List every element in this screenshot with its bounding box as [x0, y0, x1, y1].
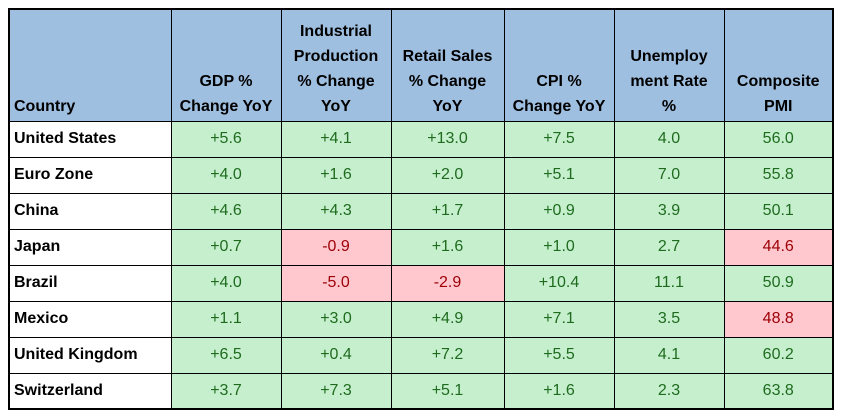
country-cell: Switzerland: [8, 372, 172, 410]
table-row: Switzerland +3.7 +7.3 +5.1 +1.6 2.3 63.8: [8, 372, 834, 410]
table-row: Brazil +4.0 -5.0 -2.9 +10.4 11.1 50.9: [8, 264, 834, 302]
header-composite-pmi: Composite PMI: [723, 8, 834, 122]
value-cell: 2.3: [613, 372, 725, 410]
country-cell: Euro Zone: [8, 156, 172, 194]
value-cell: +6.5: [170, 336, 282, 374]
value-cell: +4.0: [170, 264, 282, 302]
value-cell: +4.3: [280, 192, 392, 230]
value-cell: +1.7: [390, 192, 505, 230]
value-cell: +7.2: [390, 336, 505, 374]
header-line: % Change: [297, 72, 375, 90]
table-row: Japan +0.7 -0.9 +1.6 +1.0 2.7 44.6: [8, 228, 834, 266]
value-cell: +10.4: [503, 264, 615, 302]
table-row: China +4.6 +4.3 +1.7 +0.9 3.9 50.1: [8, 192, 834, 230]
value-cell: +3.0: [280, 300, 392, 338]
value-cell: 63.8: [723, 372, 834, 410]
data-table-container: Country GDP % Change YoY Industrial Producti…: [8, 8, 834, 410]
value-cell: +0.4: [280, 336, 392, 374]
header-line: Industrial: [299, 22, 372, 40]
header-line: %: [661, 97, 677, 115]
country-cell: United Kingdom: [8, 336, 172, 374]
value-cell: 50.1: [723, 192, 834, 230]
value-cell: +7.3: [280, 372, 392, 410]
value-cell: +1.6: [503, 372, 615, 410]
value-cell: 3.9: [613, 192, 725, 230]
value-cell: +1.0: [503, 228, 615, 266]
value-cell: 56.0: [723, 120, 834, 158]
value-cell: 50.9: [723, 264, 834, 302]
value-cell: 3.5: [613, 300, 725, 338]
value-cell: +0.7: [170, 228, 282, 266]
table-row: Euro Zone +4.0 +1.6 +2.0 +5.1 7.0 55.8: [8, 156, 834, 194]
header-line: Change YoY: [512, 97, 606, 115]
header-line: Composite: [736, 72, 820, 90]
value-cell: 4.1: [613, 336, 725, 374]
value-cell: 11.1: [613, 264, 725, 302]
header-line: % Change: [408, 72, 487, 90]
table-row: Mexico +1.1 +3.0 +4.9 +7.1 3.5 48.8: [8, 300, 834, 338]
value-cell: +4.0: [170, 156, 282, 194]
value-cell: -5.0: [280, 264, 392, 302]
header-line: Production: [293, 47, 379, 65]
table-row: United States +5.6 +4.1 +13.0 +7.5 4.0 56.0: [8, 120, 834, 158]
country-cell: Japan: [8, 228, 172, 266]
header-cpi: CPI % Change YoY: [503, 8, 615, 122]
header-line: GDP %: [199, 72, 253, 90]
value-cell: +0.9: [503, 192, 615, 230]
table-body: United States +5.6 +4.1 +13.0 +7.5 4.0 56.0 Eur…: [8, 120, 834, 410]
value-cell: 48.8: [723, 300, 834, 338]
header-line: Retail Sales: [402, 47, 493, 65]
header-line: YoY: [321, 97, 351, 115]
value-cell: 44.6: [723, 228, 834, 266]
value-cell: +13.0: [390, 120, 505, 158]
value-cell: +1.1: [170, 300, 282, 338]
value-cell: +5.5: [503, 336, 615, 374]
value-cell: +2.0: [390, 156, 505, 194]
value-cell: +4.9: [390, 300, 505, 338]
value-cell: -0.9: [280, 228, 392, 266]
header-line: CPI %: [536, 72, 582, 90]
value-cell: +4.1: [280, 120, 392, 158]
value-cell: +7.5: [503, 120, 615, 158]
header-line: Unemploy: [630, 47, 708, 65]
header-gdp: GDP % Change YoY: [170, 8, 282, 122]
header-unemployment-rate: Unemploy ment Rate%: [613, 8, 725, 122]
value-cell: 7.0: [613, 156, 725, 194]
header-line: YoY: [432, 97, 463, 115]
header-retail-sales: Retail Sales % Change YoY: [390, 8, 505, 122]
value-cell: +5.1: [503, 156, 615, 194]
header-row: Country GDP % Change YoY Industrial Producti…: [8, 8, 834, 122]
country-cell: China: [8, 192, 172, 230]
country-cell: Mexico: [8, 300, 172, 338]
header-line: PMI: [764, 97, 793, 115]
table-row: United Kingdom +6.5 +0.4 +7.2 +5.5 4.1 60.2: [8, 336, 834, 374]
header-line: ment Rate: [630, 72, 708, 90]
value-cell: 60.2: [723, 336, 834, 374]
header-industrial-production: Industrial Production % Change YoY: [280, 8, 392, 122]
value-cell: -2.9: [390, 264, 505, 302]
value-cell: +5.6: [170, 120, 282, 158]
value-cell: 55.8: [723, 156, 834, 194]
header-line: Change YoY: [179, 97, 273, 115]
value-cell: +1.6: [390, 228, 505, 266]
value-cell: +3.7: [170, 372, 282, 410]
country-cell: United States: [8, 120, 172, 158]
value-cell: 2.7: [613, 228, 725, 266]
value-cell: +1.6: [280, 156, 392, 194]
header-country: Country: [8, 8, 172, 122]
header-line: Country: [14, 97, 76, 115]
value-cell: +5.1: [390, 372, 505, 410]
value-cell: +7.1: [503, 300, 615, 338]
country-cell: Brazil: [8, 264, 172, 302]
value-cell: 4.0: [613, 120, 725, 158]
value-cell: +4.6: [170, 192, 282, 230]
economic-indicators-table: Country GDP % Change YoY Industrial Producti…: [8, 8, 834, 410]
